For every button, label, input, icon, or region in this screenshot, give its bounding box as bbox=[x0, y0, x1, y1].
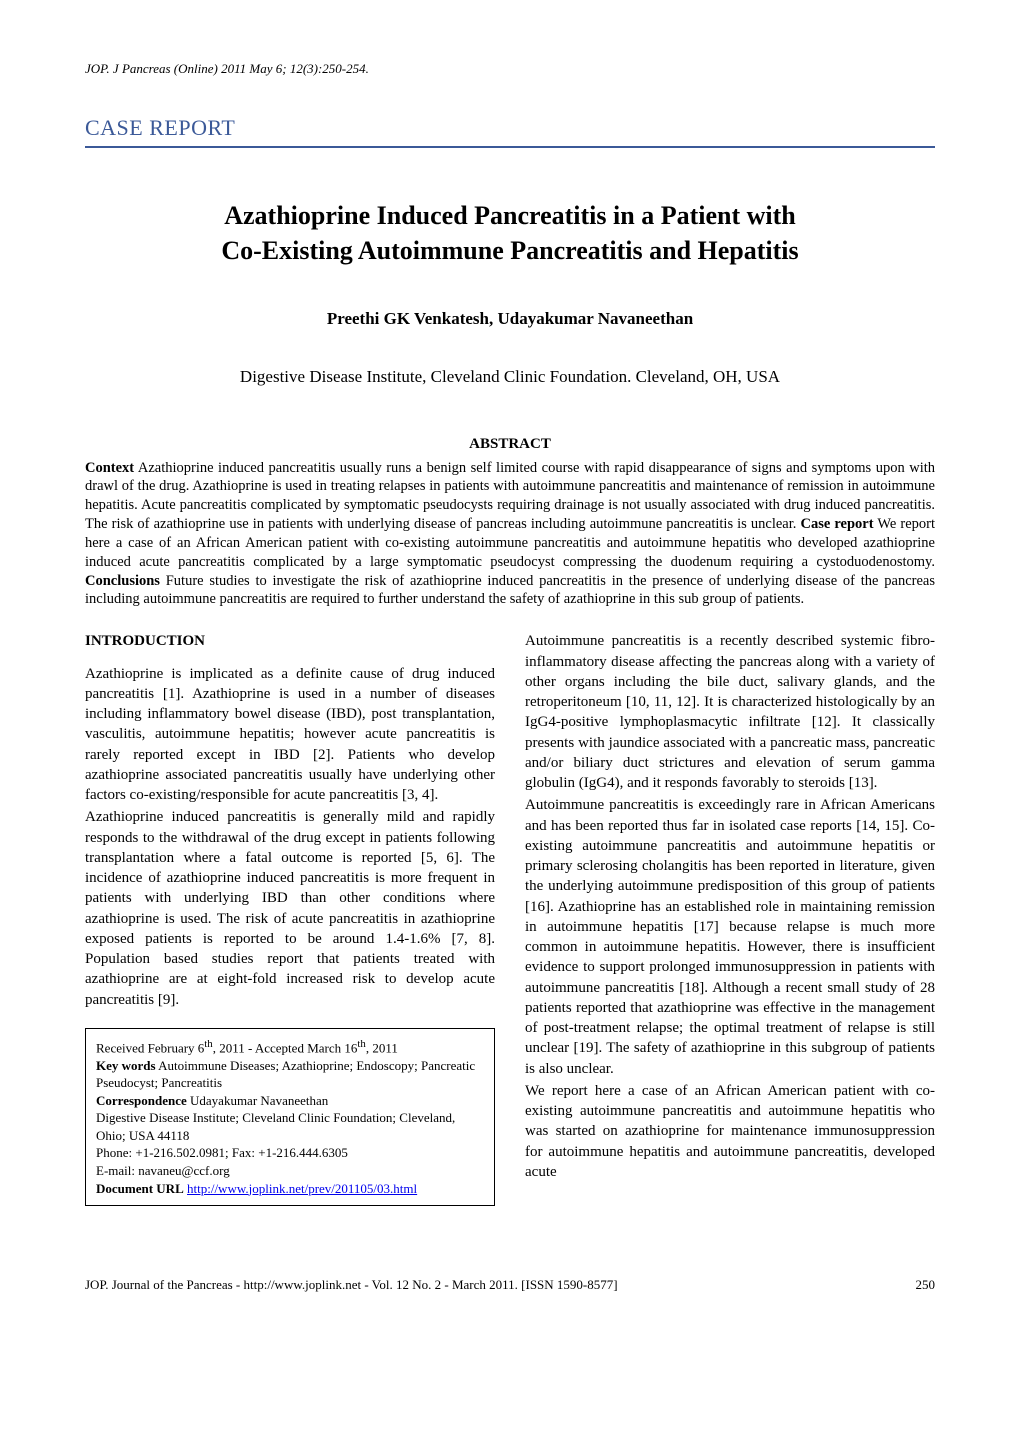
abstract-concl-text: Future studies to investigate the risk o… bbox=[85, 573, 935, 608]
section-rule bbox=[85, 146, 935, 148]
correspondence-line: Correspondence Udayakumar Navaneethan bbox=[96, 1092, 484, 1110]
received-line: Received February 6th, 2011 - Accepted M… bbox=[96, 1037, 484, 1057]
running-header: JOP. J Pancreas (Online) 2011 May 6; 12(… bbox=[85, 60, 935, 78]
left-column: INTRODUCTION Azathioprine is implicated … bbox=[85, 631, 495, 1206]
right-paragraph-2: Autoimmune pancreatitis is exceedingly r… bbox=[525, 795, 935, 1079]
introduction-heading: INTRODUCTION bbox=[85, 631, 495, 651]
footer-page-number: 250 bbox=[916, 1276, 936, 1294]
document-url-label: Document URL bbox=[96, 1181, 184, 1196]
article-title: Azathioprine Induced Pancreatitis in a P… bbox=[85, 198, 935, 268]
left-paragraph-1: Azathioprine is implicated as a definite… bbox=[85, 664, 495, 806]
email-line: E-mail: navaneu@ccf.org bbox=[96, 1162, 484, 1180]
authors: Preethi GK Venkatesh, Udayakumar Navanee… bbox=[85, 308, 935, 331]
abstract-context-label: Context bbox=[85, 460, 134, 476]
abstract-heading: ABSTRACT bbox=[85, 434, 935, 454]
correspondence-label: Correspondence bbox=[96, 1093, 187, 1108]
document-url-line: Document URL http://www.joplink.net/prev… bbox=[96, 1180, 484, 1198]
received-prefix: Received February 6 bbox=[96, 1040, 204, 1055]
keywords-label: Key words bbox=[96, 1058, 156, 1073]
right-paragraph-1: Autoimmune pancreatitis is a recently de… bbox=[525, 631, 935, 793]
received-end: , 2011 bbox=[366, 1040, 398, 1055]
received-mid: , 2011 - Accepted March 16 bbox=[213, 1040, 358, 1055]
article-info-box: Received February 6th, 2011 - Accepted M… bbox=[85, 1028, 495, 1206]
right-paragraph-3: We report here a case of an African Amer… bbox=[525, 1081, 935, 1182]
address-line: Digestive Disease Institute; Cleveland C… bbox=[96, 1109, 484, 1144]
section-label: CASE REPORT bbox=[85, 113, 935, 143]
phone-line: Phone: +1-216.502.0981; Fax: +1-216.444.… bbox=[96, 1144, 484, 1162]
affiliation: Digestive Disease Institute, Cleveland C… bbox=[85, 366, 935, 389]
title-line-2: Co-Existing Autoimmune Pancreatitis and … bbox=[221, 236, 798, 265]
keywords-line: Key words Autoimmune Diseases; Azathiopr… bbox=[96, 1057, 484, 1092]
right-column: Autoimmune pancreatitis is a recently de… bbox=[525, 631, 935, 1206]
correspondence-text: Udayakumar Navaneethan bbox=[187, 1093, 329, 1108]
two-column-body: INTRODUCTION Azathioprine is implicated … bbox=[85, 631, 935, 1206]
footer-left: JOP. Journal of the Pancreas - http://ww… bbox=[85, 1276, 618, 1294]
abstract-concl-label: Conclusions bbox=[85, 573, 160, 589]
abstract-case-label: Case report bbox=[800, 516, 873, 532]
left-paragraph-2: Azathioprine induced pancreatitis is gen… bbox=[85, 807, 495, 1010]
document-url-link[interactable]: http://www.joplink.net/prev/201105/03.ht… bbox=[187, 1181, 417, 1196]
abstract-body: Context Azathioprine induced pancreatiti… bbox=[85, 459, 935, 610]
page-footer: JOP. Journal of the Pancreas - http://ww… bbox=[85, 1276, 935, 1294]
received-sup1: th bbox=[204, 1038, 212, 1050]
title-line-1: Azathioprine Induced Pancreatitis in a P… bbox=[224, 201, 796, 230]
received-sup2: th bbox=[357, 1038, 365, 1050]
